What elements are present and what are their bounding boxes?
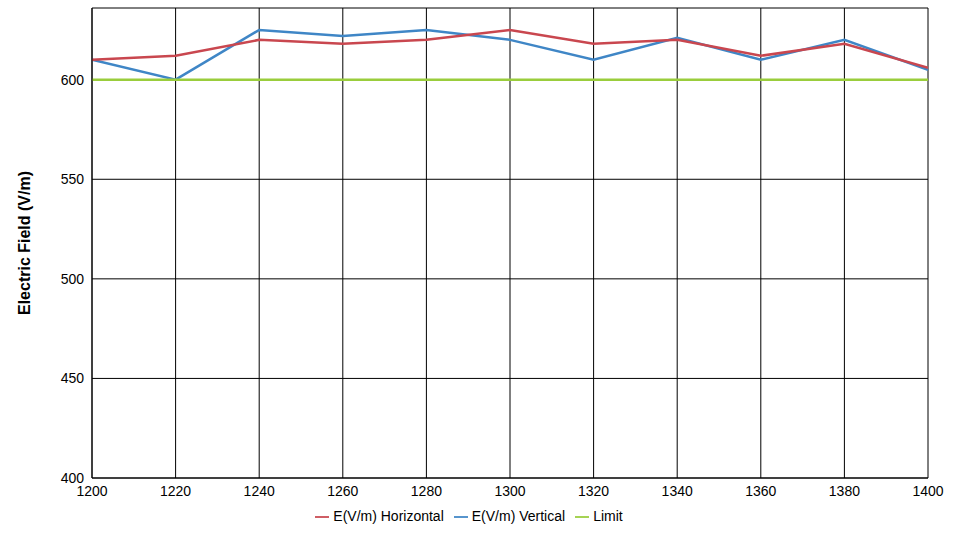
svg-text:450: 450	[61, 370, 85, 386]
svg-text:1220: 1220	[160, 483, 191, 499]
html-text:E(V/m) Vertical: E(V/m) Vertical	[471, 508, 566, 524]
svg-text:1300: 1300	[494, 483, 525, 499]
svg-text:600: 600	[61, 72, 85, 88]
html-text:E(V/m) Horizontal: E(V/m) Horizontal	[333, 508, 444, 524]
svg-text:1400: 1400	[912, 483, 943, 499]
svg-text:400: 400	[61, 470, 85, 486]
svg-text:1260: 1260	[327, 483, 358, 499]
svg-text:1280: 1280	[411, 483, 442, 499]
svg-text:1340: 1340	[662, 483, 693, 499]
html-text:Limit: Limit	[593, 508, 623, 524]
svg-text:Electric Field (V/m): Electric Field (V/m)	[16, 171, 33, 315]
svg-text:1240: 1240	[244, 483, 275, 499]
svg-text:550: 550	[61, 171, 85, 187]
svg-text:1360: 1360	[745, 483, 776, 499]
svg-text:1380: 1380	[829, 483, 860, 499]
svg-text:1320: 1320	[578, 483, 609, 499]
svg-text:500: 500	[61, 271, 85, 287]
svg-text:1200: 1200	[76, 482, 108, 499]
